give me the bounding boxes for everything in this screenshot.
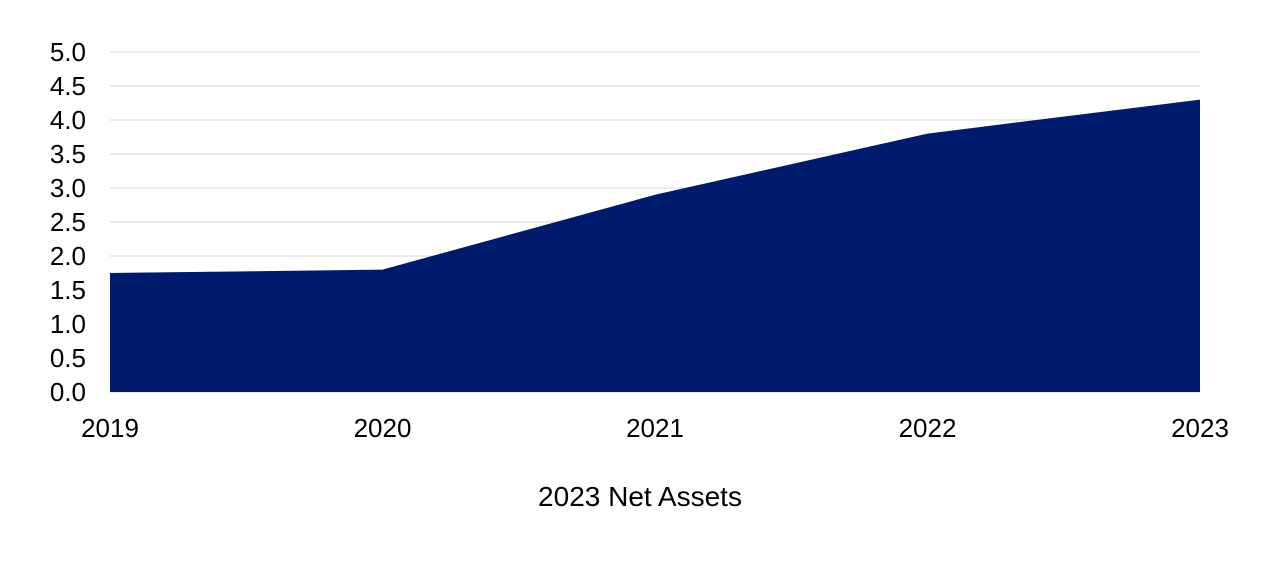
y-tick-label: 2.5 (50, 207, 86, 237)
x-tick-label: 2022 (899, 413, 957, 443)
y-tick-label: 2.0 (50, 241, 86, 271)
chart-caption: 2023 Net Assets (538, 481, 742, 512)
y-tick-label: 0.0 (50, 377, 86, 407)
y-tick-label: 1.5 (50, 275, 86, 305)
x-tick-label: 2020 (354, 413, 412, 443)
y-axis: 0.0 0.5 1.0 1.5 2.0 2.5 3.0 3.5 4.0 4.5 5.0 (50, 37, 86, 407)
x-tick-label: 2021 (626, 413, 684, 443)
area-fill (110, 99, 1200, 392)
area-series (110, 99, 1200, 392)
x-tick-label: 2019 (81, 413, 139, 443)
y-tick-label: 3.5 (50, 139, 86, 169)
x-axis: 2019 2020 2021 2022 2023 (81, 413, 1229, 443)
y-tick-label: 4.5 (50, 71, 86, 101)
y-tick-label: 3.0 (50, 173, 86, 203)
y-tick-label: 4.0 (50, 105, 86, 135)
y-tick-label: 0.5 (50, 343, 86, 373)
y-tick-label: 1.0 (50, 309, 86, 339)
x-tick-label: 2023 (1171, 413, 1229, 443)
y-tick-label: 5.0 (50, 37, 86, 67)
